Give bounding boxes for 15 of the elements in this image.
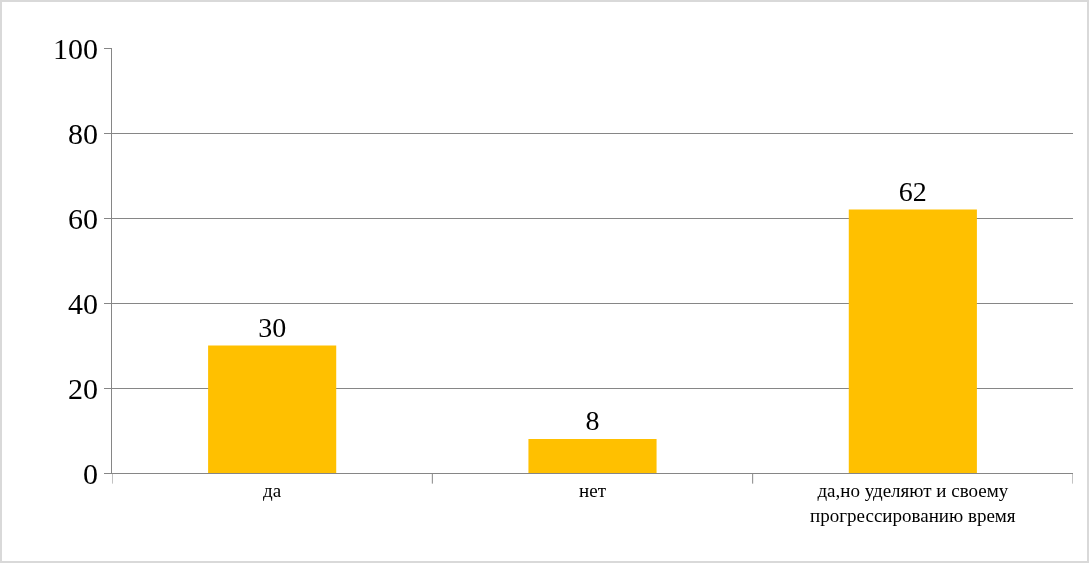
y-tick-label: 40 — [68, 286, 98, 320]
y-tick-label: 0 — [83, 456, 98, 490]
data-label: 62 — [898, 175, 927, 207]
bar — [528, 439, 657, 473]
bar — [208, 345, 337, 473]
x-tick-label: да — [263, 479, 282, 501]
y-tick-label: 60 — [68, 201, 98, 235]
x-tick-label: нет — [579, 479, 607, 501]
y-tick-label: 20 — [68, 371, 98, 405]
x-tick-label: да,но уделяют и своему прогрессированию время — [810, 479, 1016, 526]
bar — [848, 209, 977, 473]
data-label: 30 — [258, 311, 287, 343]
data-label: 8 — [585, 405, 600, 436]
y-tick-label: 80 — [68, 116, 98, 150]
y-tick-label: 100 — [53, 31, 98, 65]
